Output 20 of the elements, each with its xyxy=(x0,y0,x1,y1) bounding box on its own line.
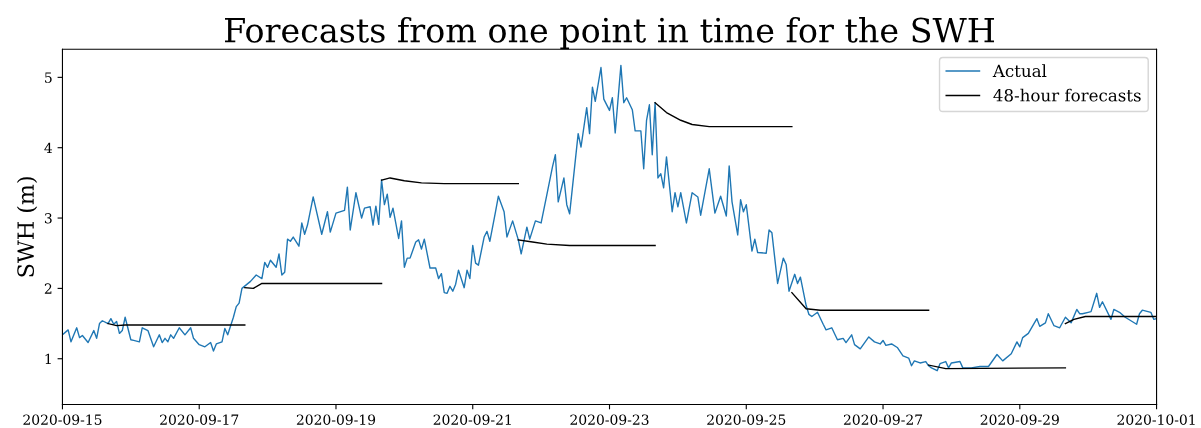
legend-label: Actual xyxy=(992,64,1047,78)
x-tick-label: 2020-09-25 xyxy=(707,414,786,425)
x-tick-label: 2020-09-29 xyxy=(980,414,1059,425)
y-tick-label: 5 xyxy=(45,72,52,83)
x-tick-label: 2020-09-27 xyxy=(843,414,923,425)
x-tick-label: 2020-09-23 xyxy=(570,414,649,425)
x-tick-label: 2020-09-19 xyxy=(296,414,376,425)
x-tick-label: 2020-09-15 xyxy=(23,414,102,425)
y-tick-label: 3 xyxy=(44,213,52,224)
y-axis-title: SWH (m) xyxy=(16,177,38,277)
x-tick-label: 2020-09-21 xyxy=(433,414,511,425)
x-tick-label: 2020-09-17 xyxy=(160,414,239,425)
chart-title: Forecasts from one point in time for the SWH xyxy=(225,16,995,50)
x-tick-label: 2020-10-01 xyxy=(1117,414,1195,425)
line-series xyxy=(62,64,1157,372)
line-series xyxy=(654,101,793,128)
y-tick-label: 1 xyxy=(45,353,51,365)
legend-label: 48-hour forecasts xyxy=(993,88,1141,102)
y-tick-label: 2 xyxy=(44,283,52,294)
y-tick-label: 4 xyxy=(44,142,53,153)
